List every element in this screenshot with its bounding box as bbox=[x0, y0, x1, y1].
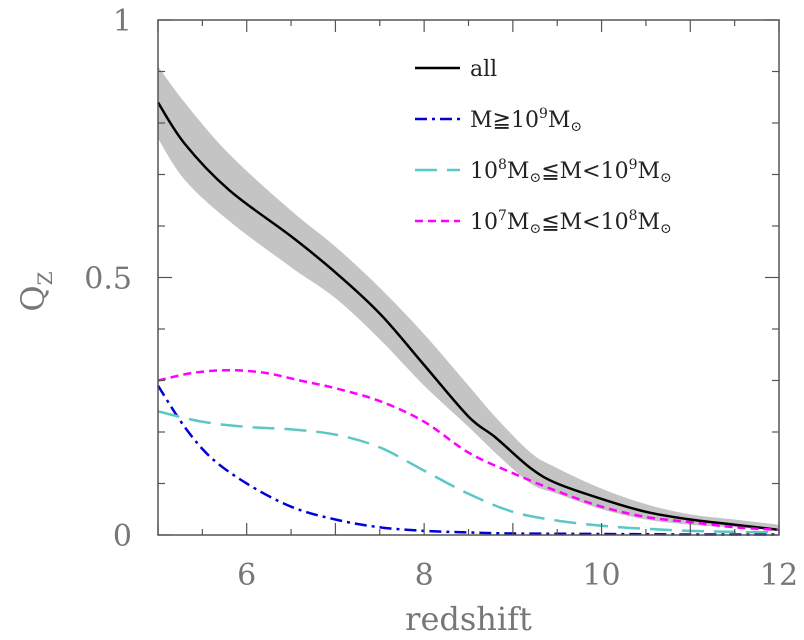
series-line-m7 bbox=[157, 368, 780, 532]
x-tick-label: 8 bbox=[415, 558, 434, 593]
tick-label-layer: 6 8 10 12 0 0.5 1 bbox=[84, 4, 798, 593]
x-tick-label: 10 bbox=[582, 558, 620, 593]
series-line-m9 bbox=[156, 384, 780, 536]
legend-label-m7: 107M⊙≦M<108M⊙ bbox=[470, 208, 672, 237]
y-tick-label: 0.5 bbox=[84, 262, 132, 297]
y-tick-label: 0 bbox=[113, 519, 132, 554]
series-line-all bbox=[156, 101, 780, 532]
uncertainty-band-layer bbox=[158, 66, 779, 530]
y-axis-label-subscript: Z bbox=[33, 271, 57, 285]
legend: all M≧109M⊙ 108M⊙≦M<109M⊙ 107M⊙≦M<108M⊙ bbox=[415, 57, 672, 237]
y-tick-label: 1 bbox=[113, 4, 132, 39]
legend-label-all: all bbox=[470, 57, 497, 82]
series-line-m8 bbox=[157, 410, 780, 534]
plot-frame bbox=[157, 19, 780, 536]
legend-label-m9: M≧109M⊙ bbox=[470, 106, 582, 135]
x-tick-label: 6 bbox=[237, 558, 256, 593]
x-tick-label: 12 bbox=[760, 558, 798, 593]
tick-layer bbox=[157, 19, 780, 536]
x-axis-label: redshift bbox=[405, 600, 532, 638]
y-axis-label-main: Q bbox=[14, 285, 52, 311]
legend-label-m8: 108M⊙≦M<109M⊙ bbox=[470, 157, 672, 186]
uncertainty-band bbox=[158, 66, 779, 530]
series-layer bbox=[156, 101, 780, 536]
y-axis-label: QZ bbox=[14, 271, 57, 311]
